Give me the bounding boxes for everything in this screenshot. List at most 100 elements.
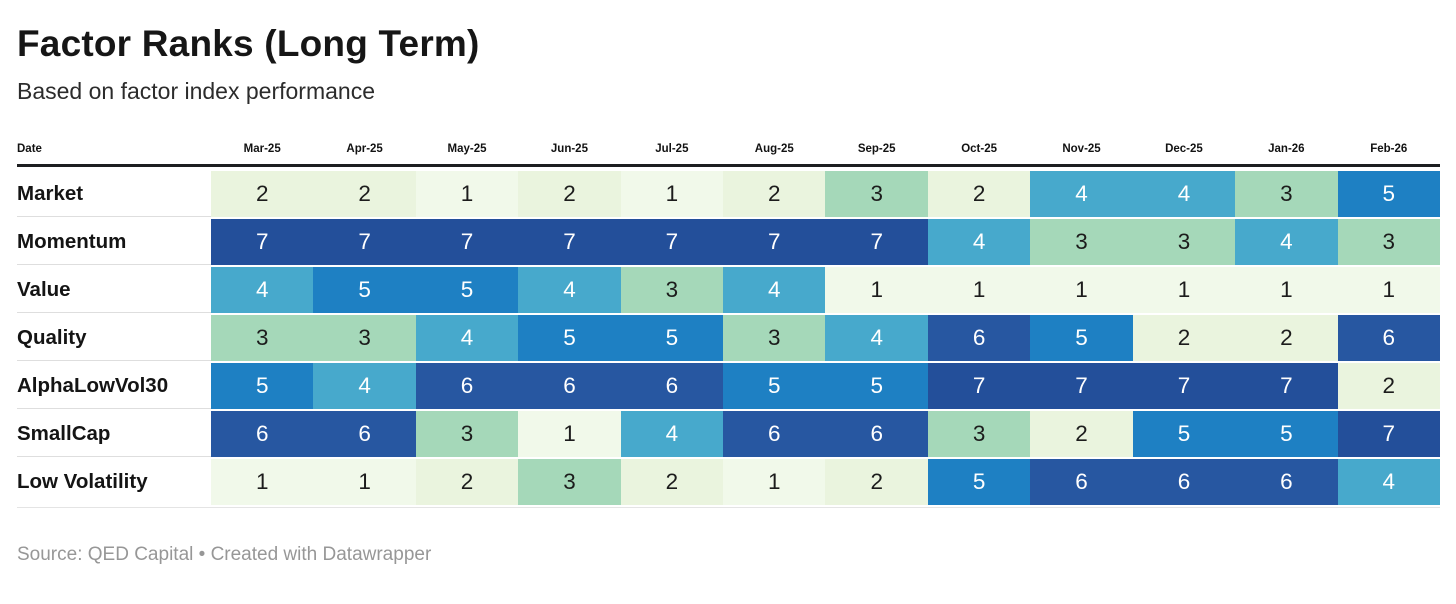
heatmap-cell: 6 bbox=[518, 362, 621, 409]
heatmap-cell: 3 bbox=[1235, 170, 1338, 217]
heatmap-cell: 3 bbox=[1030, 218, 1133, 265]
column-header-aug-25: Aug-25 bbox=[754, 142, 794, 155]
heatmap-cell: 2 bbox=[620, 458, 724, 505]
heatmap-header-row: Date Mar-25 Apr-25 May-25 Jun-25 Jul-25 Aug-2… bbox=[17, 143, 1440, 167]
heatmap-cell: 4 bbox=[518, 266, 621, 313]
heatmap-cell: 4 bbox=[1132, 170, 1236, 217]
heatmap-cell: 7 bbox=[723, 218, 826, 265]
heatmap-cell: 5 bbox=[518, 314, 621, 361]
heatmap-cell: 5 bbox=[415, 266, 519, 313]
heatmap-cell: 2 bbox=[825, 458, 928, 505]
chart-title: Factor Ranks (Long Term) bbox=[17, 23, 480, 64]
heatmap-cell: 5 bbox=[723, 362, 826, 409]
heatmap-cell: 6 bbox=[620, 362, 724, 409]
heatmap-cell: 3 bbox=[1132, 218, 1236, 265]
heatmap-cell: 4 bbox=[1030, 170, 1133, 217]
heatmap-cell: 7 bbox=[211, 218, 314, 265]
heatmap-cell: 3 bbox=[723, 314, 826, 361]
heatmap-row-alphalowvol30: AlphaLowVol30 5 4 6 6 6 5 5 7 7 7 7 2 bbox=[17, 362, 1440, 409]
row-label: Low Volatility bbox=[17, 458, 211, 505]
heatmap-cell: 4 bbox=[211, 266, 314, 313]
heatmap-cell: 7 bbox=[1235, 362, 1338, 409]
chart-container: Factor Ranks (Long Term) Based on factor… bbox=[17, 23, 1440, 565]
heatmap-cell: 2 bbox=[927, 170, 1031, 217]
row-label: Quality bbox=[17, 314, 211, 361]
heatmap-cell: 1 bbox=[1132, 266, 1236, 313]
heatmap-cell: 3 bbox=[518, 458, 621, 505]
heatmap-cell: 4 bbox=[415, 314, 519, 361]
heatmap-row-low-volatility: Low Volatility 1 1 2 3 2 1 2 5 6 6 6 4 bbox=[17, 458, 1440, 505]
heatmap-cell: 6 bbox=[927, 314, 1031, 361]
heatmap-cell: 5 bbox=[313, 266, 416, 313]
heatmap-cell: 6 bbox=[313, 410, 416, 457]
heatmap-cell: 2 bbox=[518, 170, 621, 217]
heatmap-cell: 4 bbox=[1337, 458, 1440, 505]
column-header-feb-26: Feb-26 bbox=[1370, 142, 1408, 155]
row-label: Market bbox=[17, 170, 211, 217]
column-header-dec-25: Dec-25 bbox=[1165, 142, 1203, 155]
heatmap-cell: 1 bbox=[825, 266, 928, 313]
heatmap-row-smallcap: SmallCap 6 6 3 1 4 6 6 3 2 5 5 7 bbox=[17, 410, 1440, 457]
heatmap-cell: 1 bbox=[518, 410, 621, 457]
heatmap-cell: 7 bbox=[1030, 362, 1133, 409]
heatmap-cell: 2 bbox=[1030, 410, 1133, 457]
heatmap-cell: 3 bbox=[825, 170, 928, 217]
heatmap-cell: 5 bbox=[1235, 410, 1338, 457]
heatmap-cell: 2 bbox=[415, 458, 519, 505]
heatmap-cell: 1 bbox=[723, 458, 826, 505]
heatmap-cell: 3 bbox=[313, 314, 416, 361]
column-header-oct-25: Oct-25 bbox=[961, 142, 998, 155]
heatmap-cell: 5 bbox=[927, 458, 1031, 505]
heatmap-cell: 6 bbox=[1337, 314, 1440, 361]
heatmap-row-value: Value 4 5 5 4 3 4 1 1 1 1 1 1 bbox=[17, 266, 1440, 313]
row-label: AlphaLowVol30 bbox=[17, 362, 211, 409]
row-label: SmallCap bbox=[17, 410, 211, 457]
heatmap-cell: 5 bbox=[825, 362, 928, 409]
heatmap-cell: 6 bbox=[415, 362, 519, 409]
column-header-jul-25: Jul-25 bbox=[655, 142, 689, 155]
heatmap-cell: 3 bbox=[1337, 218, 1440, 265]
heatmap-cell: 1 bbox=[927, 266, 1031, 313]
heatmap-cell: 4 bbox=[620, 410, 724, 457]
column-header-sep-25: Sep-25 bbox=[857, 142, 896, 155]
heatmap-cell: 5 bbox=[1132, 410, 1236, 457]
heatmap-cell: 3 bbox=[415, 410, 519, 457]
heatmap-cell: 5 bbox=[211, 362, 314, 409]
heatmap-cell: 5 bbox=[620, 314, 724, 361]
column-header-nov-25: Nov-25 bbox=[1062, 142, 1101, 155]
heatmap-cell: 1 bbox=[211, 458, 314, 505]
heatmap-cell: 4 bbox=[927, 218, 1031, 265]
heatmap-cell: 2 bbox=[1132, 314, 1236, 361]
chart-subtitle: Based on factor index performance bbox=[17, 77, 375, 104]
heatmap-cell: 4 bbox=[723, 266, 826, 313]
date-column-header: Date bbox=[17, 142, 42, 155]
heatmap-cell: 5 bbox=[1030, 314, 1133, 361]
heatmap-cell: 2 bbox=[1337, 362, 1440, 409]
heatmap-cell: 6 bbox=[723, 410, 826, 457]
source-note: Source: QED Capital • Created with Dataw… bbox=[17, 543, 432, 565]
column-header-mar-25: Mar-25 bbox=[243, 142, 281, 155]
heatmap-cell: 1 bbox=[1337, 266, 1440, 313]
heatmap-cell: 7 bbox=[415, 218, 519, 265]
heatmap-cell: 2 bbox=[1235, 314, 1338, 361]
heatmap-cell: 2 bbox=[211, 170, 314, 217]
heatmap-cell: 1 bbox=[1235, 266, 1338, 313]
heatmap-cell: 7 bbox=[518, 218, 621, 265]
heatmap-cell: 4 bbox=[1235, 218, 1338, 265]
column-header-may-25: May-25 bbox=[447, 142, 487, 155]
heatmap-cell: 7 bbox=[825, 218, 928, 265]
heatmap-cell: 3 bbox=[620, 266, 724, 313]
heatmap-cell: 1 bbox=[1030, 266, 1133, 313]
heatmap-cell: 7 bbox=[927, 362, 1031, 409]
heatmap-cell: 1 bbox=[313, 458, 416, 505]
heatmap-cell: 6 bbox=[825, 410, 928, 457]
heatmap-table: Date Mar-25 Apr-25 May-25 Jun-25 Jul-25 Aug-2… bbox=[17, 143, 1440, 508]
heatmap-cell: 6 bbox=[1235, 458, 1338, 505]
heatmap-row-momentum: Momentum 7 7 7 7 7 7 7 4 3 3 4 3 bbox=[17, 218, 1440, 265]
heatmap-cell: 4 bbox=[313, 362, 416, 409]
heatmap-body: Market 2 2 1 2 1 2 3 2 4 4 3 5 Momentum 7 7 7 7 7 7 7 4 3 3 4 3 Va… bbox=[17, 167, 1440, 508]
heatmap-cell: 7 bbox=[1132, 362, 1236, 409]
column-header-apr-25: Apr-25 bbox=[346, 142, 383, 155]
heatmap-cell: 3 bbox=[211, 314, 314, 361]
column-header-jun-25: Jun-25 bbox=[550, 142, 588, 155]
